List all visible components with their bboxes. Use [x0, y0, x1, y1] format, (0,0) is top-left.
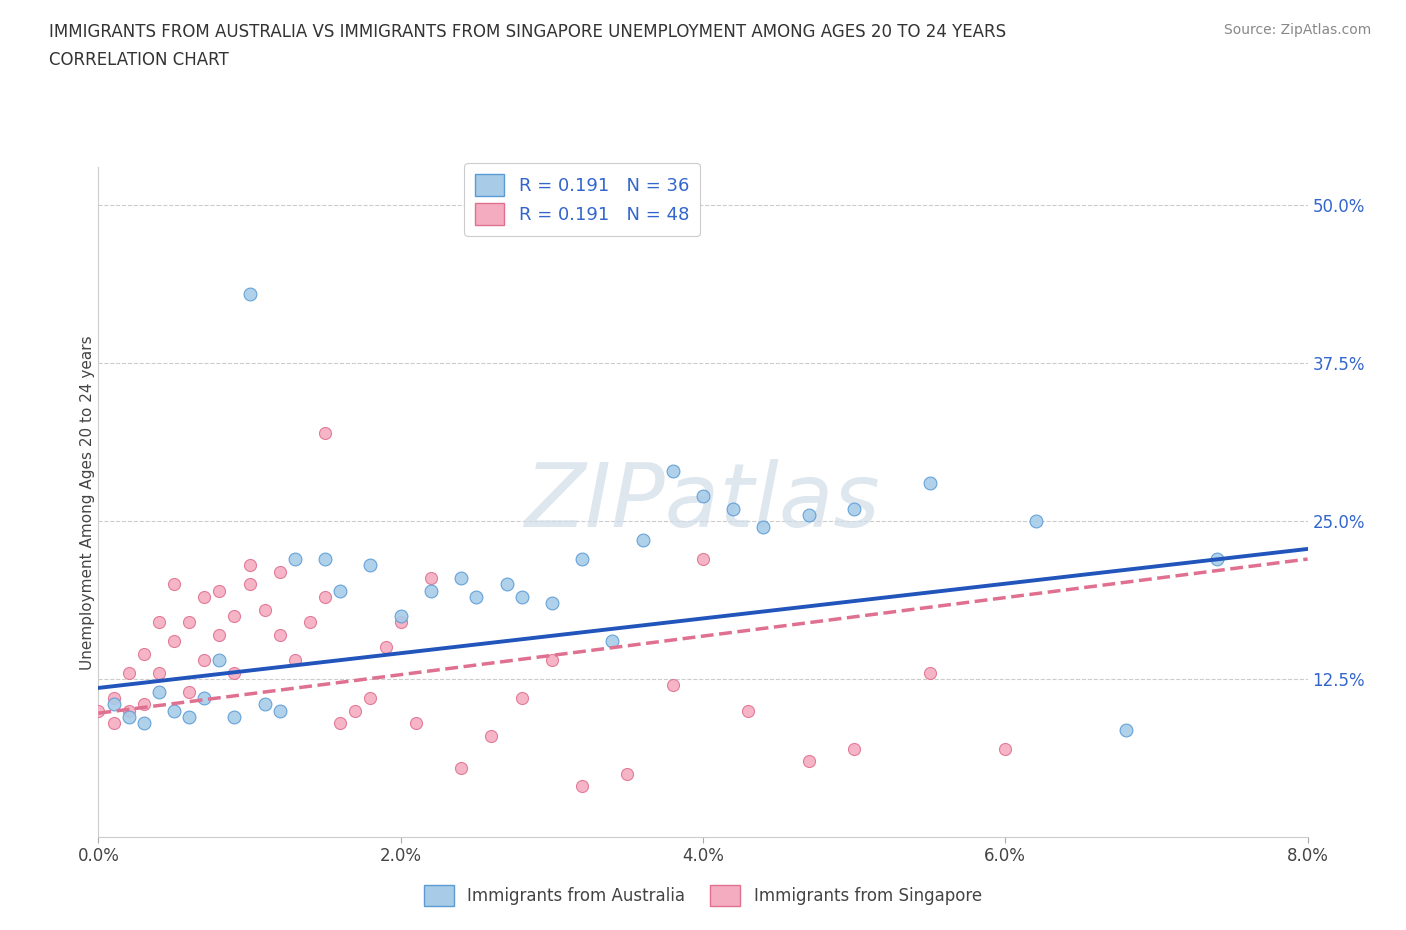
Point	[179, 710, 201, 724]
Point	[723, 501, 745, 516]
Point	[314, 590, 336, 604]
Point	[224, 608, 246, 623]
Point	[631, 533, 654, 548]
Point	[269, 628, 291, 643]
Point	[1115, 723, 1137, 737]
Point	[224, 710, 246, 724]
Point	[148, 615, 170, 630]
Point	[148, 665, 170, 680]
Point	[148, 684, 170, 699]
Y-axis label: Unemployment Among Ages 20 to 24 years: Unemployment Among Ages 20 to 24 years	[80, 335, 94, 670]
Point	[737, 703, 759, 718]
Point	[314, 425, 336, 440]
Point	[163, 703, 186, 718]
Point	[1206, 551, 1229, 566]
Point	[132, 697, 155, 711]
Point	[797, 508, 820, 523]
Point	[510, 691, 533, 706]
Point	[360, 558, 382, 573]
Point	[1025, 513, 1047, 528]
Point	[118, 710, 141, 724]
Point	[87, 703, 110, 718]
Point	[103, 697, 125, 711]
Point	[450, 760, 472, 775]
Point	[208, 583, 231, 598]
Text: CORRELATION CHART: CORRELATION CHART	[49, 51, 229, 69]
Point	[132, 716, 155, 731]
Point	[602, 633, 624, 648]
Point	[844, 501, 866, 516]
Point	[193, 590, 215, 604]
Point	[253, 697, 276, 711]
Point	[239, 558, 262, 573]
Point	[420, 583, 443, 598]
Point	[269, 565, 291, 579]
Point	[179, 615, 201, 630]
Point	[103, 716, 125, 731]
Point	[193, 653, 215, 668]
Point	[163, 633, 186, 648]
Point	[844, 741, 866, 756]
Point	[314, 551, 336, 566]
Point	[541, 653, 564, 668]
Point	[571, 551, 593, 566]
Text: ZIPatlas: ZIPatlas	[526, 459, 880, 545]
Point	[662, 463, 685, 478]
Point	[420, 571, 443, 586]
Point	[208, 653, 231, 668]
Point	[510, 590, 533, 604]
Point	[797, 753, 820, 768]
Point	[450, 571, 472, 586]
Point	[239, 286, 262, 301]
Point	[118, 703, 141, 718]
Point	[541, 596, 564, 611]
Text: Source: ZipAtlas.com: Source: ZipAtlas.com	[1223, 23, 1371, 37]
Point	[239, 577, 262, 591]
Point	[571, 779, 593, 794]
Point	[103, 691, 125, 706]
Point	[495, 577, 517, 591]
Point	[329, 716, 352, 731]
Legend: Immigrants from Australia, Immigrants from Singapore: Immigrants from Australia, Immigrants fr…	[418, 879, 988, 912]
Point	[692, 551, 714, 566]
Point	[692, 488, 714, 503]
Point	[208, 628, 231, 643]
Legend: R = 0.191   N = 36, R = 0.191   N = 48: R = 0.191 N = 36, R = 0.191 N = 48	[464, 163, 700, 236]
Point	[481, 728, 503, 743]
Point	[193, 691, 215, 706]
Point	[329, 583, 352, 598]
Point	[918, 476, 941, 491]
Point	[662, 678, 685, 693]
Text: IMMIGRANTS FROM AUSTRALIA VS IMMIGRANTS FROM SINGAPORE UNEMPLOYMENT AMONG AGES 2: IMMIGRANTS FROM AUSTRALIA VS IMMIGRANTS …	[49, 23, 1007, 41]
Point	[994, 741, 1017, 756]
Point	[284, 551, 307, 566]
Point	[299, 615, 322, 630]
Point	[284, 653, 307, 668]
Point	[253, 602, 276, 617]
Point	[465, 590, 488, 604]
Point	[118, 665, 141, 680]
Point	[344, 703, 367, 718]
Point	[616, 766, 638, 781]
Point	[389, 608, 412, 623]
Point	[132, 646, 155, 661]
Point	[752, 520, 775, 535]
Point	[405, 716, 427, 731]
Point	[224, 665, 246, 680]
Point	[163, 577, 186, 591]
Point	[918, 665, 941, 680]
Point	[374, 640, 396, 655]
Point	[360, 691, 382, 706]
Point	[269, 703, 291, 718]
Point	[179, 684, 201, 699]
Point	[389, 615, 412, 630]
